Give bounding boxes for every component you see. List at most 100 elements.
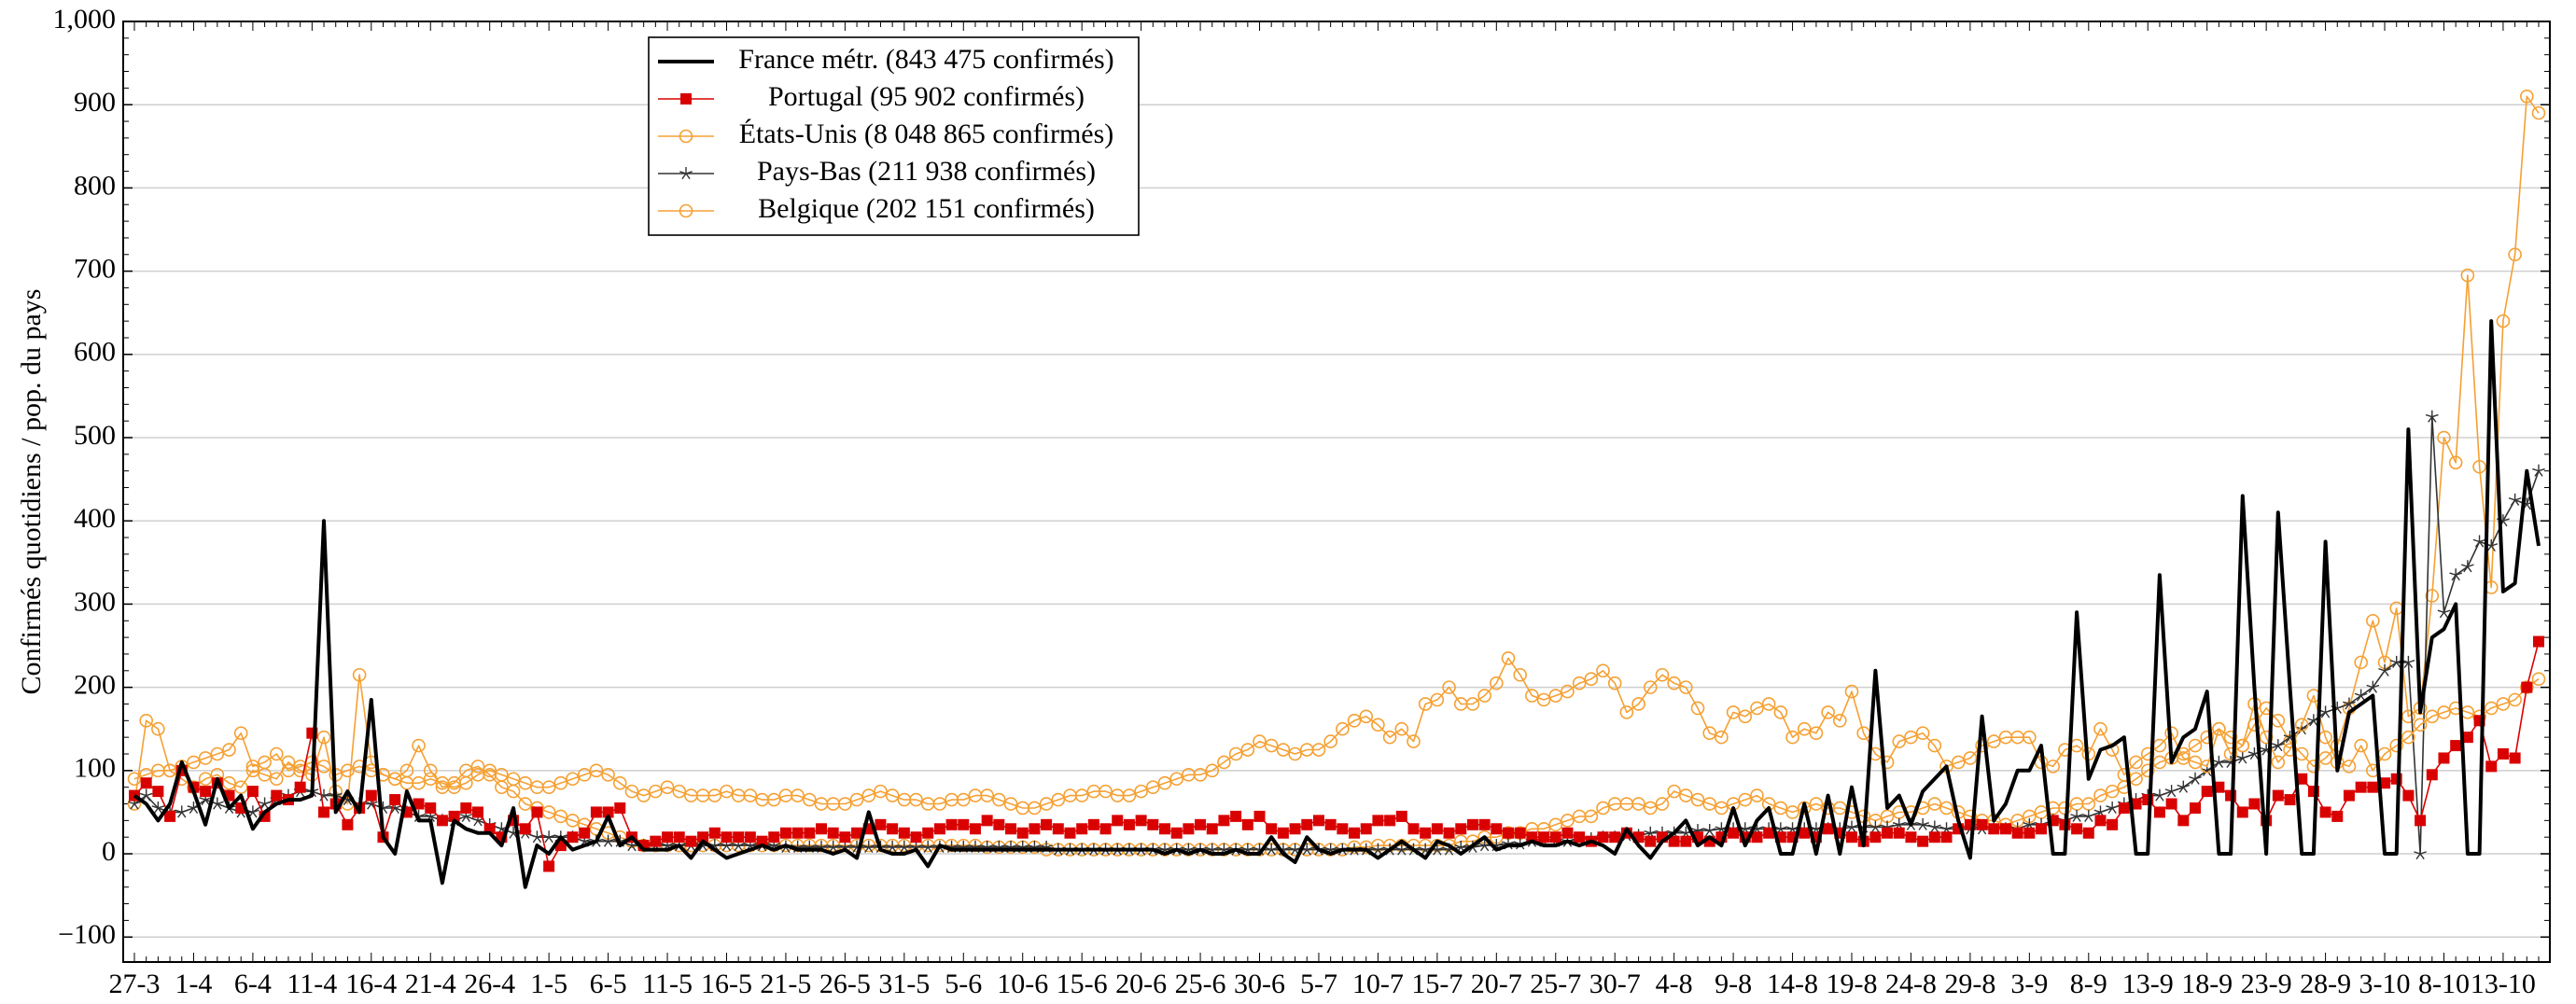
y-tick-label: 900 [74,87,116,118]
data-point [2200,763,2214,776]
data-point [1241,818,1253,830]
data-point [1253,734,1267,748]
data-point [1041,818,1053,830]
data-point [1324,818,1337,830]
data-point [519,823,531,835]
x-tick-label: 13-10 [2471,969,2536,999]
data-point [660,780,675,794]
data-point [530,830,544,844]
data-point [1490,676,1504,690]
data-point [1323,734,1337,748]
data-point [1016,827,1029,839]
data-point [909,792,923,807]
data-point [1217,755,1231,770]
data-point [2496,697,2511,711]
data-point [2236,806,2248,818]
data-point [1382,730,1397,745]
x-tick-label: 16-4 [345,969,397,999]
data-point [246,786,259,798]
data-point [1312,815,1324,827]
data-point [2011,827,2023,839]
data-point [1892,734,1907,748]
data-point [2508,247,2522,262]
data-point [2140,763,2155,778]
data-point [187,801,201,815]
y-tick-label: 700 [74,254,116,285]
data-point [2153,788,2166,802]
data-point [791,827,804,839]
data-point [1230,810,1242,822]
data-point [744,831,756,844]
data-point [187,755,201,770]
y-tick-label: 300 [74,586,116,617]
data-point [1503,827,1514,839]
data-point [1596,663,1610,678]
data-point [1905,831,1917,844]
data-point [1157,775,1172,790]
data-point [958,818,970,830]
data-point [897,840,911,853]
data-point [2366,680,2380,693]
data-point [542,830,556,844]
data-point [1430,692,1445,707]
data-point [2460,560,2474,573]
data-point [1289,823,1301,835]
data-point [2425,709,2440,724]
data-point [1277,843,1290,856]
data-point [2117,767,2132,782]
x-tick-label: 15-7 [1411,969,1463,999]
data-point [2509,752,2521,764]
data-point [1882,827,1894,839]
data-point [721,831,733,844]
x-tick-label: 28-9 [2300,969,2351,999]
data-point [1418,697,1433,711]
data-point [1526,831,1538,844]
data-point [707,839,721,852]
data-point [2448,455,2463,470]
x-tick-label: 24-8 [1885,969,1937,999]
data-point [2259,730,2274,745]
data-point [1631,797,1645,811]
data-point [2413,718,2428,732]
data-point [2437,705,2451,719]
data-point [1491,823,1503,835]
data-point [1574,831,1586,844]
data-point [910,831,922,844]
data-point [1976,818,1988,830]
data-point [389,794,401,806]
x-tick-label: 25-6 [1175,969,1226,999]
data-point [1347,714,1362,728]
data-point [425,802,437,814]
data-point [2449,568,2463,581]
data-point [152,786,164,798]
data-point [140,777,152,789]
x-tick-label: 14-8 [1767,969,1818,999]
legend-label: France métr. (843 475 confirmés) [738,44,1113,75]
data-point [650,835,662,847]
data-point [2343,789,2355,802]
data-point [316,760,331,774]
data-point [2331,701,2345,715]
legend-box [648,36,1140,236]
data-point [2425,410,2439,423]
data-point [1253,810,1266,822]
data-point [316,730,331,745]
data-point [1893,827,1905,839]
data-point [1915,726,1930,740]
data-point [1773,705,1788,719]
data-point [127,772,142,787]
data-point [1311,743,1326,757]
data-point [1420,827,1432,839]
data-point [887,823,899,835]
data-point [1846,831,1857,844]
data-point [1028,801,1042,816]
legend-marker [679,129,693,144]
data-point [436,815,448,827]
data-point [387,772,402,787]
data-point [2401,655,2415,668]
data-point [2437,430,2451,445]
data-point [1738,709,1753,724]
data-point [981,815,993,827]
data-point [269,746,284,761]
data-point [1607,676,1622,690]
